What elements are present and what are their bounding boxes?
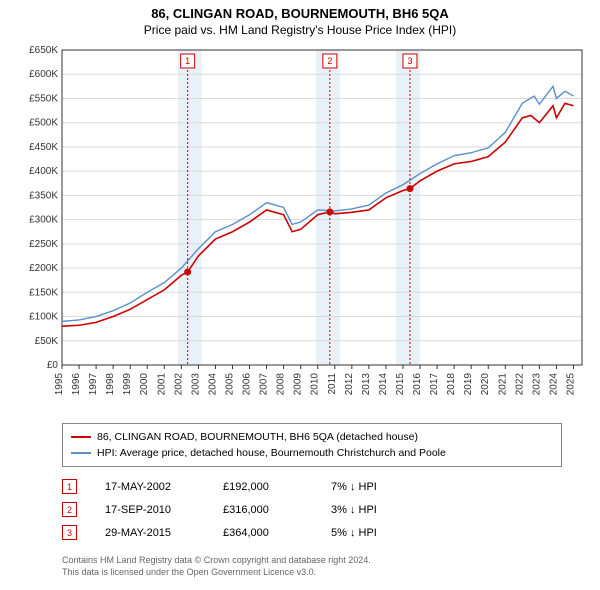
svg-text:2015: 2015	[395, 373, 406, 396]
sale-diff: 3% ↓ HPI	[331, 504, 451, 516]
svg-text:1997: 1997	[88, 373, 99, 396]
sale-date: 17-SEP-2010	[105, 504, 195, 516]
sale-row: 2 17-SEP-2010 £316,000 3% ↓ HPI	[62, 502, 588, 517]
footer-line2: This data is licensed under the Open Gov…	[62, 566, 588, 578]
sale-price: £192,000	[223, 481, 303, 493]
svg-text:2000: 2000	[139, 373, 150, 396]
price-chart: £0 £50K £100K £150K £200K £250K £300K £350K £400…	[12, 45, 588, 415]
svg-text:2006: 2006	[242, 373, 253, 396]
sale-marker-box: 1	[62, 479, 77, 494]
svg-text:2013: 2013	[361, 373, 372, 396]
sale-diff: 7% ↓ HPI	[331, 481, 451, 493]
svg-text:£300K: £300K	[29, 215, 58, 226]
legend-item: 86, CLINGAN ROAD, BOURNEMOUTH, BH6 5QA (…	[71, 429, 553, 445]
svg-text:2018: 2018	[446, 373, 457, 396]
svg-text:2: 2	[327, 56, 332, 66]
sale-row: 3 29-MAY-2015 £364,000 5% ↓ HPI	[62, 525, 588, 540]
svg-text:1996: 1996	[71, 373, 82, 396]
svg-text:2020: 2020	[480, 373, 491, 396]
svg-text:£0: £0	[47, 360, 59, 371]
svg-text:£250K: £250K	[29, 239, 58, 250]
footer-line1: Contains HM Land Registry data © Crown c…	[62, 554, 588, 566]
svg-text:£550K: £550K	[29, 93, 58, 104]
sale-diff: 5% ↓ HPI	[331, 527, 451, 539]
svg-text:£500K: £500K	[29, 118, 58, 129]
page-subtitle: Price paid vs. HM Land Registry's House …	[12, 23, 588, 37]
svg-text:2022: 2022	[514, 373, 525, 396]
legend-item: HPI: Average price, detached house, Bour…	[71, 445, 553, 461]
svg-text:2003: 2003	[190, 373, 201, 396]
svg-text:£50K: £50K	[35, 336, 59, 347]
svg-text:2007: 2007	[259, 373, 270, 396]
sale-list: 1 17-MAY-2002 £192,000 7% ↓ HPI 2 17-SEP-2010…	[62, 479, 588, 548]
sale-row: 1 17-MAY-2002 £192,000 7% ↓ HPI	[62, 479, 588, 494]
legend-swatch	[71, 436, 91, 438]
svg-text:2014: 2014	[378, 373, 389, 396]
svg-text:£600K: £600K	[29, 69, 58, 80]
svg-text:2024: 2024	[548, 373, 559, 396]
svg-text:£350K: £350K	[29, 190, 58, 201]
svg-text:2012: 2012	[344, 373, 355, 396]
svg-text:£400K: £400K	[29, 166, 58, 177]
svg-text:£650K: £650K	[29, 45, 58, 56]
svg-text:2019: 2019	[463, 373, 474, 396]
svg-text:2011: 2011	[327, 373, 338, 395]
svg-text:2023: 2023	[531, 373, 542, 396]
sale-marker-box: 3	[62, 525, 77, 540]
svg-text:2001: 2001	[156, 373, 167, 396]
svg-text:2008: 2008	[276, 373, 287, 396]
svg-text:2010: 2010	[310, 373, 321, 396]
svg-text:2002: 2002	[173, 373, 184, 396]
sale-date: 17-MAY-2002	[105, 481, 195, 493]
svg-text:£450K: £450K	[29, 142, 58, 153]
svg-text:2025: 2025	[565, 373, 576, 396]
svg-text:3: 3	[407, 56, 412, 66]
sale-price: £364,000	[223, 527, 303, 539]
svg-text:2017: 2017	[429, 373, 440, 396]
page-title: 86, CLINGAN ROAD, BOURNEMOUTH, BH6 5QA	[12, 6, 588, 21]
svg-text:2021: 2021	[497, 373, 508, 396]
footer-text: Contains HM Land Registry data © Crown c…	[62, 554, 588, 578]
legend-label: HPI: Average price, detached house, Bour…	[97, 445, 446, 461]
svg-text:£150K: £150K	[29, 287, 58, 298]
svg-text:1998: 1998	[105, 373, 116, 396]
svg-text:1: 1	[185, 56, 190, 66]
svg-text:1999: 1999	[122, 373, 133, 396]
sale-price: £316,000	[223, 504, 303, 516]
svg-text:2009: 2009	[293, 373, 304, 396]
svg-text:1995: 1995	[54, 373, 65, 396]
svg-text:2005: 2005	[224, 373, 235, 396]
svg-text:£200K: £200K	[29, 263, 58, 274]
legend-swatch	[71, 452, 91, 454]
svg-text:2016: 2016	[412, 373, 423, 396]
svg-text:£100K: £100K	[29, 312, 58, 323]
sale-date: 29-MAY-2015	[105, 527, 195, 539]
legend-label: 86, CLINGAN ROAD, BOURNEMOUTH, BH6 5QA (…	[97, 429, 418, 445]
sale-marker-box: 2	[62, 502, 77, 517]
legend: 86, CLINGAN ROAD, BOURNEMOUTH, BH6 5QA (…	[62, 423, 562, 467]
svg-text:2004: 2004	[207, 373, 218, 396]
